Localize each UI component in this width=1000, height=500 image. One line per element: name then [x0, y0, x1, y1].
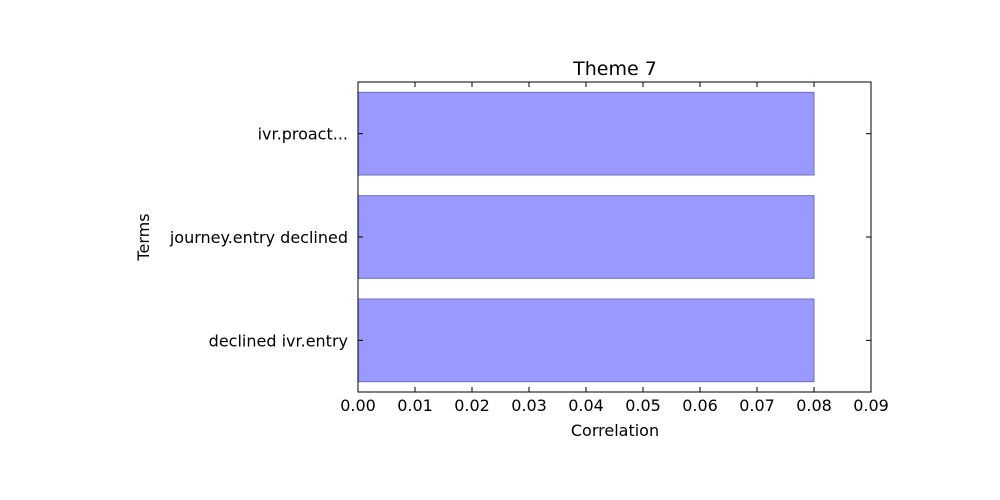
ticks-group: [357, 82, 872, 392]
y-axis-label: Terms: [134, 213, 153, 261]
y-tick-label: ivr.proact...: [258, 125, 348, 144]
x-tick-label: 0.04: [568, 396, 604, 415]
x-tick-labels: 0.00 0.01 0.02 0.03 0.04 0.05 0.06 0.07 0.08 0.09: [340, 396, 889, 415]
x-tick-label: 0.07: [739, 396, 775, 415]
x-tick-label: 0.05: [625, 396, 661, 415]
bars-group: [357, 91, 815, 383]
bar-1: [357, 195, 815, 279]
x-tick-label: 0.02: [454, 396, 490, 415]
y-tick-label: declined ivr.entry: [209, 331, 348, 350]
x-tick-label: 0.00: [340, 396, 376, 415]
chart-title: Theme 7: [572, 58, 657, 80]
x-tick-label: 0.01: [397, 396, 433, 415]
y-tick-labels: ivr.proact... journey.entry declined decli…: [169, 125, 348, 351]
x-axis-label: Correlation: [571, 421, 659, 440]
y-tick-label: journey.entry declined: [169, 228, 348, 247]
x-tick-label: 0.08: [796, 396, 832, 415]
bar-2: [357, 298, 815, 383]
bar-0: [357, 91, 815, 176]
x-tick-label: 0.03: [511, 396, 547, 415]
x-tick-label: 0.09: [853, 396, 889, 415]
x-tick-label: 0.06: [682, 396, 718, 415]
